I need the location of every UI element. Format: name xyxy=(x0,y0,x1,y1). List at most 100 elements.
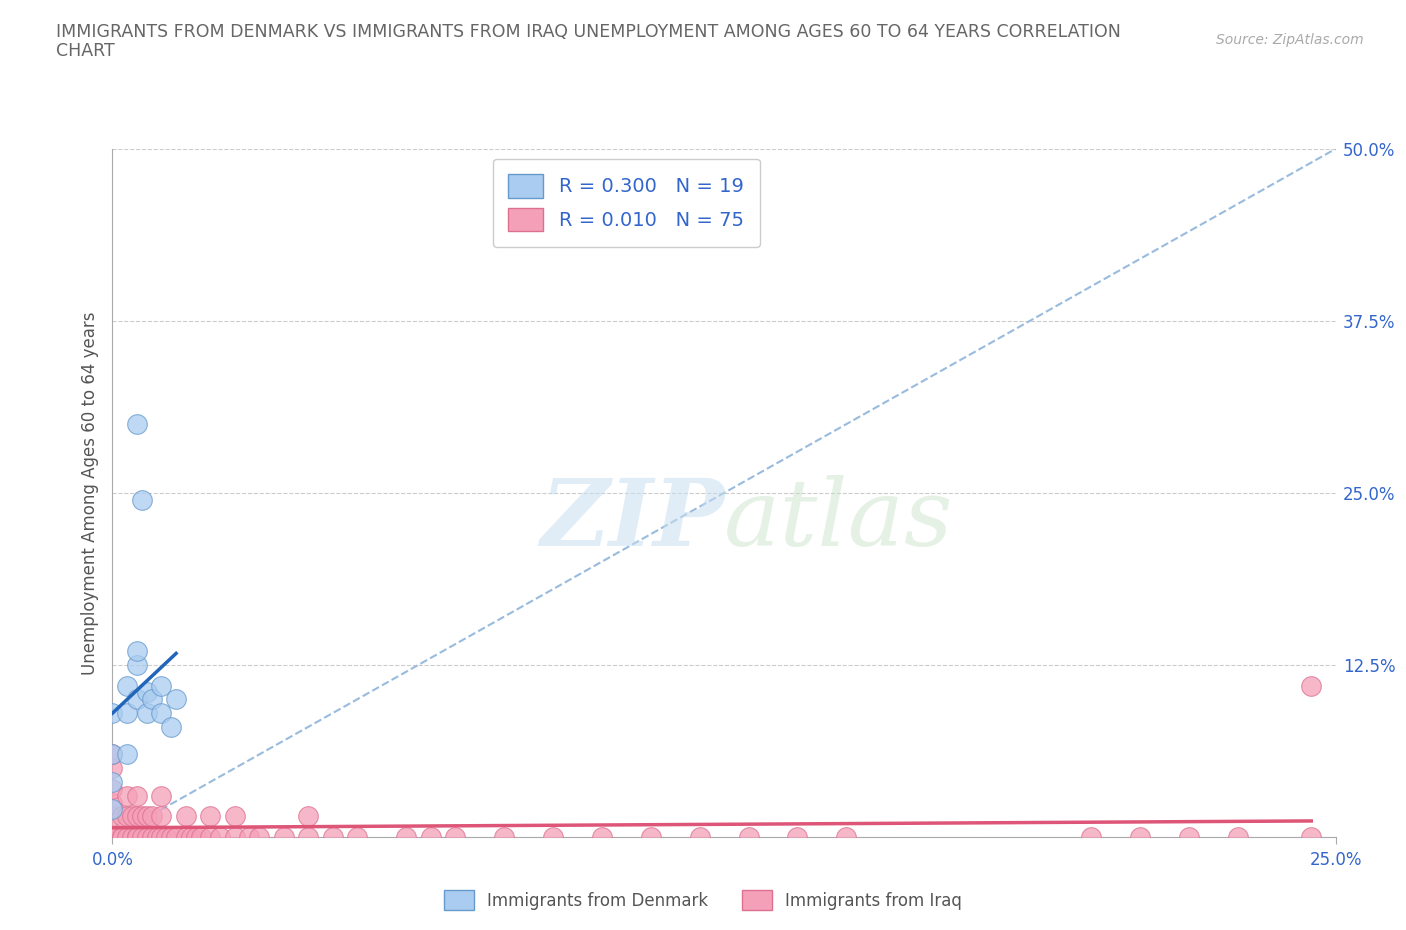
Point xyxy=(101,830,124,844)
Point xyxy=(125,830,148,844)
Point xyxy=(125,417,148,432)
Point xyxy=(125,658,148,672)
Text: CHART: CHART xyxy=(56,42,115,60)
Point xyxy=(125,809,148,824)
Point xyxy=(419,830,441,844)
Point xyxy=(224,809,246,824)
Text: Source: ZipAtlas.com: Source: ZipAtlas.com xyxy=(1216,33,1364,46)
Point xyxy=(101,830,124,844)
Point xyxy=(101,781,124,796)
Point xyxy=(121,809,143,824)
Y-axis label: Unemployment Among Ages 60 to 64 years: Unemployment Among Ages 60 to 64 years xyxy=(80,312,98,674)
Point xyxy=(131,809,153,824)
Text: IMMIGRANTS FROM DENMARK VS IMMIGRANTS FROM IRAQ UNEMPLOYMENT AMONG AGES 60 TO 64: IMMIGRANTS FROM DENMARK VS IMMIGRANTS FR… xyxy=(56,23,1121,41)
Point xyxy=(101,747,124,762)
Point xyxy=(150,706,173,721)
Point xyxy=(101,830,124,844)
Point xyxy=(689,830,711,844)
Point xyxy=(150,678,173,693)
Point xyxy=(131,830,153,844)
Point xyxy=(115,789,138,804)
Point xyxy=(174,809,197,824)
Point xyxy=(141,830,163,844)
Point xyxy=(174,830,197,844)
Legend: Immigrants from Denmark, Immigrants from Iraq: Immigrants from Denmark, Immigrants from… xyxy=(437,884,969,917)
Legend: R = 0.300   N = 19, R = 0.010   N = 75: R = 0.300 N = 19, R = 0.010 N = 75 xyxy=(494,158,759,246)
Point xyxy=(135,685,157,700)
Point xyxy=(135,809,157,824)
Point xyxy=(150,809,173,824)
Point xyxy=(150,789,173,804)
Point xyxy=(115,747,138,762)
Text: atlas: atlas xyxy=(724,475,953,565)
Point xyxy=(115,706,138,721)
Point xyxy=(541,830,564,844)
Point xyxy=(101,830,124,844)
Point xyxy=(101,802,124,817)
Point xyxy=(135,706,157,721)
Point xyxy=(101,809,124,824)
Point xyxy=(1080,830,1102,844)
Point xyxy=(101,706,124,721)
Point xyxy=(395,830,418,844)
Point xyxy=(1301,678,1323,693)
Point xyxy=(1178,830,1201,844)
Point xyxy=(273,830,295,844)
Point xyxy=(121,830,143,844)
Point xyxy=(111,830,134,844)
Point xyxy=(141,692,163,707)
Point xyxy=(160,830,183,844)
Point xyxy=(101,830,124,844)
Point xyxy=(160,720,183,735)
Point xyxy=(184,830,207,844)
Point xyxy=(165,692,187,707)
Point xyxy=(1301,830,1323,844)
Point xyxy=(125,644,148,658)
Point xyxy=(297,830,319,844)
Point xyxy=(150,830,173,844)
Point xyxy=(101,761,124,776)
Point xyxy=(297,809,319,824)
Point xyxy=(115,830,138,844)
Point xyxy=(125,830,148,844)
Point xyxy=(101,830,124,844)
Point xyxy=(200,830,222,844)
Point xyxy=(200,809,222,824)
Point xyxy=(101,830,124,844)
Point xyxy=(101,830,124,844)
Point xyxy=(155,830,177,844)
Point xyxy=(101,775,124,790)
Point xyxy=(111,830,134,844)
Point xyxy=(209,830,232,844)
Point xyxy=(145,830,167,844)
Point xyxy=(131,492,153,507)
Point xyxy=(1226,830,1249,844)
Point xyxy=(101,830,124,844)
Point xyxy=(492,830,515,844)
Point xyxy=(1129,830,1152,844)
Point xyxy=(444,830,467,844)
Point xyxy=(591,830,613,844)
Point xyxy=(101,830,124,844)
Point xyxy=(141,809,163,824)
Point xyxy=(125,692,148,707)
Point xyxy=(346,830,368,844)
Point xyxy=(111,809,134,824)
Point xyxy=(238,830,260,844)
Point xyxy=(101,830,124,844)
Point xyxy=(322,830,344,844)
Point xyxy=(115,809,138,824)
Point xyxy=(640,830,662,844)
Point xyxy=(101,747,124,762)
Point xyxy=(115,678,138,693)
Point xyxy=(125,789,148,804)
Text: ZIP: ZIP xyxy=(540,475,724,565)
Point xyxy=(737,830,759,844)
Point xyxy=(180,830,202,844)
Point xyxy=(101,795,124,810)
Point xyxy=(224,830,246,844)
Point xyxy=(835,830,858,844)
Point xyxy=(135,830,157,844)
Point xyxy=(190,830,212,844)
Point xyxy=(786,830,808,844)
